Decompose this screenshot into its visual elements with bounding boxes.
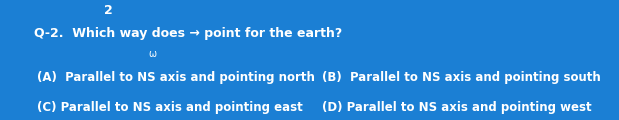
Text: 2: 2 [104,4,113,17]
Text: (A)  Parallel to NS axis and pointing north: (A) Parallel to NS axis and pointing nor… [37,72,315,84]
Text: (C) Parallel to NS axis and pointing east: (C) Parallel to NS axis and pointing eas… [37,102,303,114]
Text: ω: ω [149,49,157,59]
Text: (B)  Parallel to NS axis and pointing south: (B) Parallel to NS axis and pointing sou… [322,72,600,84]
Text: Q-2.  Which way does → point for the earth?: Q-2. Which way does → point for the eart… [34,27,342,40]
Text: (D) Parallel to NS axis and pointing west: (D) Parallel to NS axis and pointing wes… [322,102,592,114]
